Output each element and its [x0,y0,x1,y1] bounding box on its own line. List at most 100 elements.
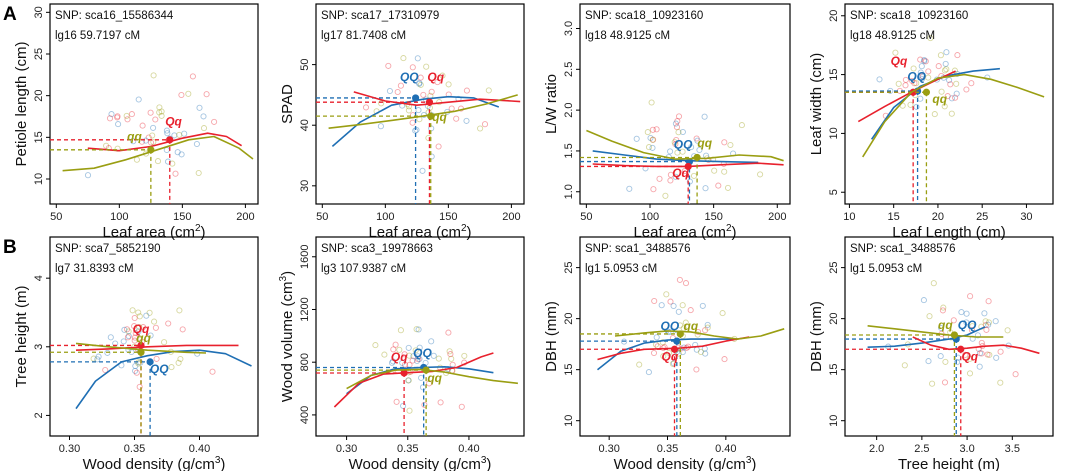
mean-point-qq [400,369,408,377]
genotype-label: Qq [661,349,678,363]
scatter-point [688,144,695,151]
x-tick-label: 0.30 [336,443,357,455]
scatter-point [400,55,407,62]
scatter-point [645,369,652,376]
scatter-point [133,369,140,376]
x-axis-label: Wood density (g/cm3) [349,455,492,471]
x-tick-label: 200 [236,211,254,223]
mean-point-qq [922,88,931,96]
y-axis-label-text: DBH (mm) [543,301,560,372]
scatter-point [918,72,925,79]
y-tick-label: 20 [563,313,575,325]
scatter-point [108,111,115,118]
scatter-point [176,131,183,138]
genotype-label: Qq [672,166,689,180]
scatter-point [937,52,944,59]
scatter-point [918,63,925,70]
y-tick-label: 800 [299,353,311,371]
scatter-point [958,309,965,316]
scatter-point [938,324,945,332]
genotype-label: Qq [961,349,978,363]
scatter-point [671,139,678,146]
scatter-point [675,308,682,315]
scatter-point [985,298,992,305]
y-axis-label-end: ) [279,271,296,276]
scatter-point [984,351,991,358]
x-tick-label: 15 [888,211,900,223]
scatter-point [913,103,920,110]
scatter-point [925,74,932,81]
scatter-point [974,332,981,339]
fit-curve-qq [614,328,785,340]
scatter-point [757,171,764,178]
y-tick-label: 20 [828,313,840,325]
scatter-point [663,291,670,298]
scatter-point [416,79,423,86]
scatter-point [125,328,132,335]
scatter-point [435,355,442,362]
y-tick-label: 20 [828,10,840,22]
scatter-point [895,80,902,87]
x-tick-label: 50 [580,211,592,223]
y-tick-label: 2 [33,412,45,418]
scatter-point [902,76,909,83]
y-tick-label: 5 [828,189,840,195]
scatter-point [967,293,974,300]
mean-point-qq [166,136,174,144]
scatter-point [147,332,154,339]
genotype-label: qq [432,110,447,124]
scatter-point [150,124,157,131]
scatter-point [694,137,701,144]
genotype-label: qq [938,318,953,332]
genotype-label: QQ [958,318,977,332]
mean-point-qq [422,366,430,374]
x-tick-label: 150 [173,211,191,223]
scatter-point [679,302,686,309]
fit-curve-qq [87,132,243,152]
y-axis-label-text: Wood volume (cm [279,281,296,402]
panel-7: 0.30 0.35 0.40 10 15 20 25 Wood density (g/cm3)… [543,236,791,471]
scatter-point [121,326,128,333]
y-tick-label: 2.5 [563,62,575,77]
scatter-point [405,107,412,114]
scatter-point [966,370,974,377]
x-axis-label: Leaf area (cm2) [633,223,736,241]
scatter-point [84,172,92,179]
scatter-point [131,323,138,330]
y-tick-label: 15 [33,131,45,143]
scatter-point [410,353,417,360]
mean-point-qq [957,345,965,353]
scatter-point [150,138,157,146]
fit-curve-qq [75,349,252,410]
y-axis-label: Tree height (m) [13,286,30,388]
scatter-point [406,352,413,359]
scatter-point [1004,327,1011,334]
y-tick-label: 25 [33,48,45,60]
x-tick-label: 25 [976,211,988,223]
scatter-point [428,153,435,160]
x-tick-label: 150 [704,211,722,223]
scatter-point [650,186,657,193]
scatter-point [463,87,470,94]
scatter-point [177,355,184,363]
snp-label: SNP: sca18_10923160 [850,10,968,22]
scatter-point [193,140,200,148]
scatter-point [653,334,660,341]
plot-frame [315,236,525,437]
scatter-point [409,64,416,71]
x-axis-label: Leaf Length (cm) [892,224,1005,241]
plot-frame [315,3,525,205]
scatter-point [702,350,709,357]
x-axis-label-text: Wood density (g/cm [349,456,481,471]
scatter-point [937,353,944,360]
scatter-point [133,156,140,163]
scatter-point [112,340,119,347]
scatter-point [687,307,694,314]
x-axis-label-sup: 2 [195,223,201,234]
mean-point-qq [684,162,692,171]
scatter-point [909,77,916,85]
scatter-point [448,105,455,112]
scatter-point [178,91,185,99]
scatter-point [644,129,651,136]
